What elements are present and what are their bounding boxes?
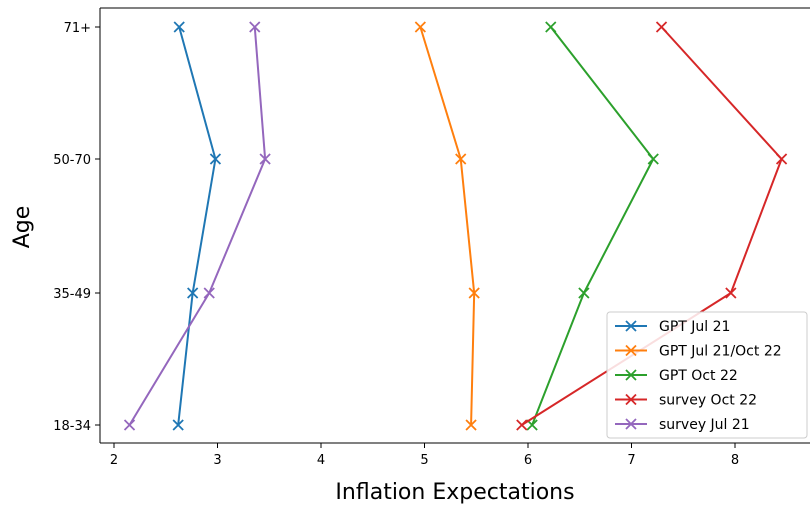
y-tick-label: 35-49 <box>53 287 91 302</box>
x-tick-label: 7 <box>627 453 635 468</box>
legend-label: GPT Jul 21 <box>659 319 730 335</box>
series-line-1 <box>419 26 476 426</box>
data-point <box>455 153 467 165</box>
x-tick-label: 3 <box>213 453 221 468</box>
y-axis-title: Age <box>10 206 35 249</box>
legend-marker <box>625 344 637 357</box>
x-tick-label: 6 <box>524 453 532 468</box>
x-axis-title: Inflation Expectations <box>335 480 574 504</box>
data-point <box>209 153 222 165</box>
data-point <box>516 419 528 431</box>
data-point <box>414 21 426 33</box>
legend-label: survey Jul 21 <box>659 417 750 433</box>
x-tick-label: 5 <box>420 453 428 468</box>
data-point <box>123 419 136 431</box>
legend-marker <box>625 369 637 381</box>
series-line-0 <box>177 26 217 426</box>
legend-label: survey Oct 22 <box>659 393 757 409</box>
data-point <box>647 153 659 165</box>
data-point <box>259 153 271 165</box>
legend: GPT Jul 21 GPT Jul 21/Oct 22 GPT Oct 22 sur… <box>606 311 808 439</box>
series-line-4 <box>128 26 267 426</box>
data-point <box>172 419 184 431</box>
y-tick-label: 71+ <box>64 21 91 36</box>
data-point <box>775 153 788 165</box>
data-point <box>578 287 590 299</box>
data-point <box>725 287 737 299</box>
legend-marker <box>625 393 637 406</box>
axes: 2 3 4 5 6 7 8 18-34 35-49 50-70 71+ <box>53 7 810 468</box>
data-point <box>545 21 557 33</box>
series-line-2 <box>531 26 655 426</box>
legend-label: GPT Oct 22 <box>659 368 738 384</box>
legend-label: GPT Jul 21/Oct 22 <box>659 344 782 360</box>
data-point <box>173 21 185 33</box>
x-tick-label: 4 <box>317 453 325 468</box>
data-point <box>655 21 668 33</box>
x-tick-label: 8 <box>731 453 739 468</box>
data-point <box>249 21 261 33</box>
data-point <box>468 287 480 299</box>
legend-box <box>606 311 808 439</box>
data-point <box>465 419 477 431</box>
legend-marker <box>625 418 637 430</box>
x-tick-label: 2 <box>110 453 118 468</box>
data-point <box>203 287 215 299</box>
y-tick-label: 18-34 <box>53 419 91 434</box>
legend-marker <box>625 320 637 332</box>
data-point <box>187 287 199 299</box>
y-tick-label: 50-70 <box>53 153 91 168</box>
